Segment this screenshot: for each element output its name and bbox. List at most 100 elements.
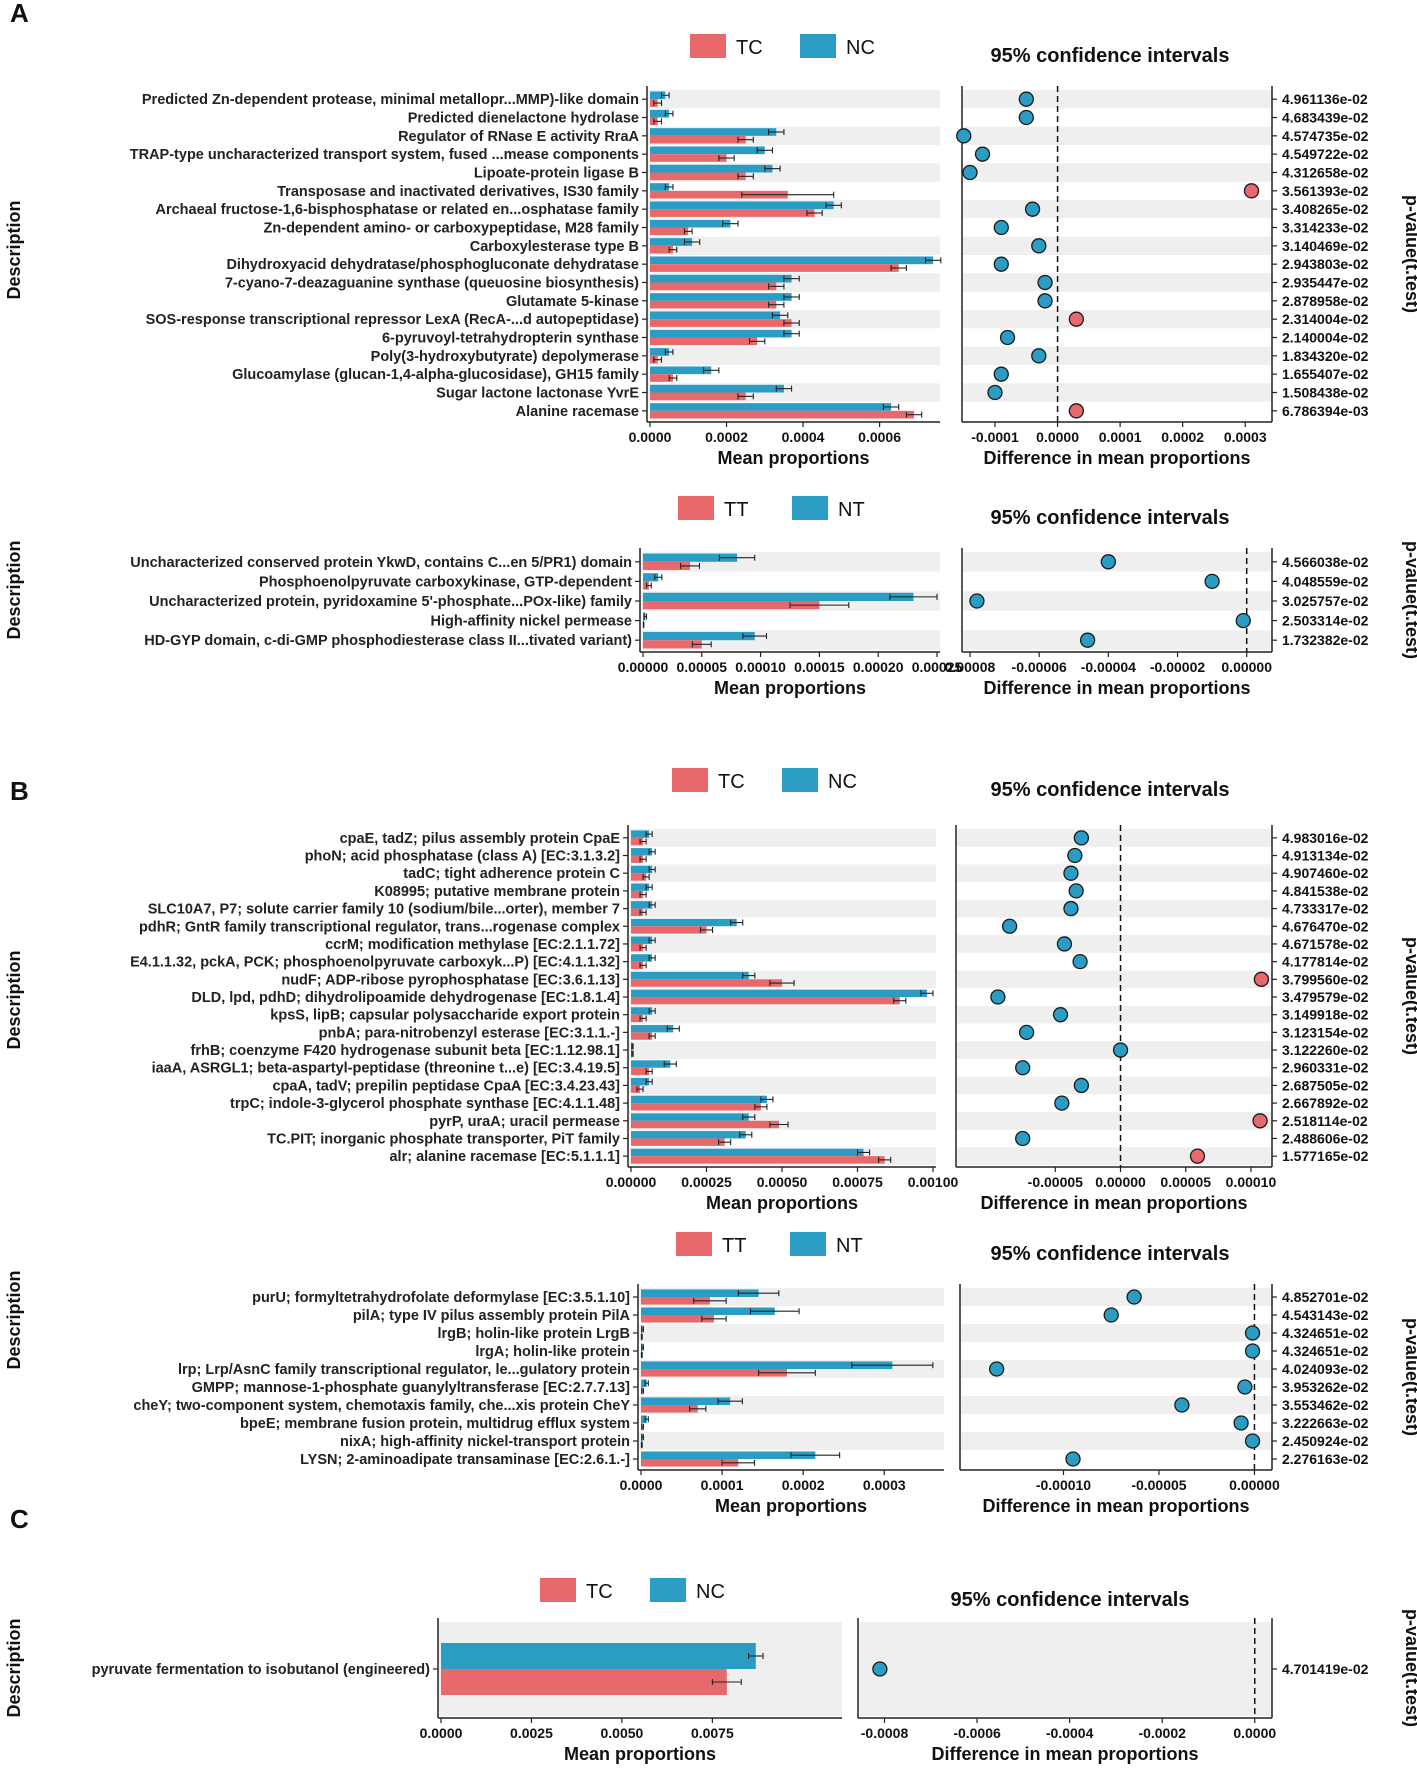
pvalue-axis-label: p-value(t.test) <box>1402 1609 1417 1727</box>
bar-tt <box>641 1405 698 1413</box>
pvalue-label: 4.177814e-02 <box>1282 954 1369 970</box>
mean-tick-label: 0.00075 <box>832 1174 883 1190</box>
bar-nc <box>631 936 653 944</box>
legend-label-nt: NT <box>838 499 865 521</box>
category-label: kpsS, lipB; capsular polysaccharide expo… <box>270 1008 620 1024</box>
bar-tt <box>641 1459 739 1467</box>
category-label: frhB; coenzyme F420 hydrogenase subunit … <box>191 1043 621 1059</box>
bar-tc <box>631 1067 650 1076</box>
bar-nc <box>650 293 792 301</box>
bar-tc <box>650 135 746 144</box>
pvalue-label: 1.655407e-02 <box>1282 366 1369 382</box>
difference-point <box>1068 883 1084 899</box>
pvalue-label: 3.222663e-02 <box>1282 1415 1369 1431</box>
diff-tick-label: 0.0000 <box>1233 1725 1276 1741</box>
category-label: Uncharacterized protein, pyridoxamine 5'… <box>149 594 632 610</box>
category-label: Uncharacterized conserved protein YkwD, … <box>130 555 632 571</box>
bar-nc <box>631 1024 674 1033</box>
difference-point <box>1024 201 1041 217</box>
mean-tick-label: 0.00025 <box>912 659 963 675</box>
mean-tick-label: 0.00015 <box>794 659 845 675</box>
category-label: TRAP-type uncharacterized transport syst… <box>130 147 639 163</box>
category-label: cheY; two-component system, chemotaxis f… <box>133 1398 630 1414</box>
mean-tick-label: 0.0000 <box>420 1725 463 1741</box>
bar-nc <box>631 901 653 909</box>
difference-point <box>1063 865 1079 881</box>
diff-tick-label: 0.0001 <box>1099 429 1142 445</box>
bar-nt <box>643 631 755 641</box>
pvalue-label: 3.561393e-02 <box>1282 183 1369 199</box>
category-label: trpC; indole-3-glycerol phosphate syntha… <box>230 1096 620 1112</box>
description-axis-label: Description <box>4 200 24 299</box>
category-label: LYSN; 2-aminoadipate transaminase [EC:2.… <box>300 1452 630 1468</box>
difference-point <box>1126 1289 1142 1305</box>
pvalue-label: 4.671578e-02 <box>1282 936 1369 952</box>
bar-nc <box>650 329 792 338</box>
difference-point <box>1054 1095 1070 1111</box>
row-stripe-right <box>957 829 1272 847</box>
bar-tc <box>650 337 758 346</box>
pvalue-label: 2.878958e-02 <box>1282 293 1369 309</box>
category-label: Alanine racemase <box>516 404 639 420</box>
bar-tc <box>631 1103 761 1111</box>
bar-tc <box>650 300 777 309</box>
category-label: Zn-dependent amino- or carboxypeptidase,… <box>264 221 639 237</box>
bar-nc <box>631 1148 864 1157</box>
difference-point <box>1018 1024 1035 1041</box>
bar-tc <box>631 1120 779 1129</box>
row-stripe-right <box>961 1360 1272 1378</box>
mean-tick-label: 0.0050 <box>600 1725 643 1741</box>
pvalue-label: 2.314004e-02 <box>1282 311 1369 327</box>
difference-point <box>1037 274 1053 291</box>
bar-nc <box>631 1113 749 1121</box>
diff-axis-title: Difference in mean proportions <box>980 1193 1247 1213</box>
difference-point <box>1237 1379 1253 1395</box>
row-stripe-right <box>963 591 1272 611</box>
ci-title: 95% confidence intervals <box>991 1243 1230 1265</box>
mean-axis-title: Mean proportions <box>714 678 866 698</box>
pvalue-axis-label: p-value(t.test) <box>1402 937 1417 1055</box>
bar-nc <box>631 971 749 980</box>
legend-label-tc: TC <box>586 1581 613 1603</box>
row-stripe-right <box>963 383 1272 402</box>
panel-letter-A: A <box>10 0 29 28</box>
category-label: pyruvate fermentation to isobutanol (eng… <box>92 1662 431 1678</box>
bar-nc <box>631 1131 746 1139</box>
row-stripe-right <box>963 630 1272 650</box>
pvalue-label: 2.488606e-02 <box>1282 1130 1369 1146</box>
category-label: Sugar lactone lactonase YvrE <box>436 386 639 402</box>
legend-swatch-nt <box>792 496 828 520</box>
mean-tick-label: 0.00100 <box>908 1174 959 1190</box>
bar-tt <box>641 1315 714 1323</box>
category-label: Dihydroxyacid dehydratase/phosphoglucona… <box>226 257 639 273</box>
category-label: E4.1.1.32, pckA, PCK; phosphoenolpyruvat… <box>130 955 620 971</box>
legend-swatch-tc <box>672 768 708 792</box>
diff-tick-label: 0.00008 <box>945 659 996 675</box>
diff-tick-label: -0.0008 <box>861 1725 909 1741</box>
row-stripe-right <box>963 90 1272 109</box>
difference-point <box>1068 311 1084 327</box>
legend-swatch-tc <box>540 1578 576 1602</box>
pvalue-label: 1.508438e-02 <box>1282 385 1369 401</box>
bar-nc <box>631 830 650 838</box>
mean-tick-label: 0.00020 <box>853 659 904 675</box>
difference-point <box>1073 1077 1090 1094</box>
mean-tick-label: 0.00025 <box>681 1174 732 1190</box>
pvalue-label: 4.913134e-02 <box>1282 848 1369 864</box>
diff-axis-title: Difference in mean proportions <box>931 1744 1198 1764</box>
category-label: purU; formyltetrahydrofolate deformylase… <box>252 1290 630 1306</box>
bar-nt <box>641 1361 893 1369</box>
row-stripe-right <box>963 126 1272 145</box>
pvalue-label: 3.122260e-02 <box>1282 1042 1369 1058</box>
category-label: TC.PIT; inorganic phosphate transporter,… <box>267 1131 620 1147</box>
pvalue-axis-label: p-value(t.test) <box>1402 541 1417 659</box>
difference-point <box>1018 109 1034 126</box>
bar-nc <box>650 183 670 191</box>
difference-point <box>1065 1451 1081 1467</box>
bar-tc <box>650 282 777 291</box>
pvalue-label: 4.907460e-02 <box>1282 865 1369 881</box>
diff-axis-title: Difference in mean proportions <box>982 1496 1249 1516</box>
pvalue-label: 3.799560e-02 <box>1282 971 1369 987</box>
difference-point <box>1243 183 1260 199</box>
